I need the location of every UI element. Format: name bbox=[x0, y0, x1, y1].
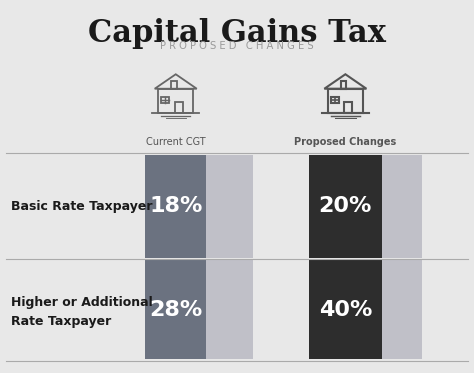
Text: 18%: 18% bbox=[149, 196, 202, 216]
FancyBboxPatch shape bbox=[309, 155, 422, 258]
FancyBboxPatch shape bbox=[145, 260, 254, 360]
Text: 20%: 20% bbox=[319, 196, 372, 216]
FancyBboxPatch shape bbox=[145, 155, 254, 258]
Text: Basic Rate Taxpayer: Basic Rate Taxpayer bbox=[11, 200, 152, 213]
FancyBboxPatch shape bbox=[309, 155, 382, 258]
Text: Rate Taxpayer: Rate Taxpayer bbox=[11, 315, 111, 328]
Text: P R O P O S E D   C H A N G E S: P R O P O S E D C H A N G E S bbox=[160, 41, 314, 51]
FancyBboxPatch shape bbox=[309, 260, 422, 360]
Text: 40%: 40% bbox=[319, 300, 372, 320]
Text: Capital Gains Tax: Capital Gains Tax bbox=[88, 18, 386, 49]
Text: Proposed Changes: Proposed Changes bbox=[294, 137, 397, 147]
Text: Current CGT: Current CGT bbox=[146, 137, 206, 147]
FancyBboxPatch shape bbox=[145, 155, 206, 258]
FancyBboxPatch shape bbox=[309, 260, 382, 360]
Text: 28%: 28% bbox=[149, 300, 202, 320]
FancyBboxPatch shape bbox=[145, 260, 206, 360]
Text: Higher or Additional: Higher or Additional bbox=[11, 297, 153, 310]
